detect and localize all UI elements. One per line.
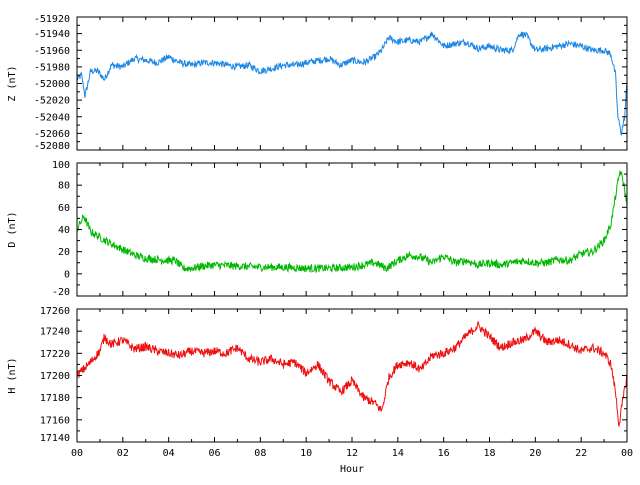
x-tick-label: 06 [208,448,220,459]
y-axis-label-h: H (nT) [7,357,18,393]
x-tick-label: 20 [529,448,541,459]
plot-frame-d [76,162,628,297]
x-tick-label: 02 [117,448,129,459]
y-tick-label-z: -52020 [34,96,70,107]
x-tick-label: 10 [300,448,312,459]
x-tick-label: 00 [71,448,83,459]
y-tick-label-d: 20 [58,247,70,258]
y-tick-label-h: 17220 [40,349,70,360]
series-line-z [76,31,628,136]
y-tick-label-d: 100 [52,160,70,171]
y-tick-label-d: 60 [58,203,70,214]
y-tick-label-h: 17260 [40,306,70,317]
x-tick-label: 22 [575,448,587,459]
series-line-d [76,170,628,274]
y-tick-label-d: 80 [58,181,70,192]
y-tick-label-h: 17240 [40,327,70,338]
series-line-h [76,320,628,428]
x-tick-label: 08 [254,448,266,459]
y-tick-label-z: -52060 [34,129,70,140]
y-tick-label-z: -51940 [34,29,70,40]
y-tick-label-z: -51980 [34,62,70,73]
y-tick-label-z: -51920 [34,14,70,25]
x-axis-label: Hour [340,464,364,475]
plot-frame-z [76,16,628,151]
y-tick-label-z: -52080 [34,141,70,152]
x-tick-label: 04 [163,448,175,459]
y-tick-label-d: 0 [64,269,70,280]
y-tick-label-z: -52040 [34,112,70,123]
x-tick-label: 18 [483,448,495,459]
y-tick-label-h: 17160 [40,415,70,426]
y-axis-label-d: D (nT) [7,211,18,247]
y-axis-label-z: Z (nT) [7,65,18,101]
x-tick-label: 00 [621,448,633,459]
x-tick-label: 12 [346,448,358,459]
x-tick-label: 14 [392,448,404,459]
y-tick-label-h: 17180 [40,393,70,404]
y-tick-label-z: -52000 [34,79,70,90]
x-tick-label: 16 [438,448,450,459]
plot-frame-h [76,308,628,443]
y-tick-label-d: 40 [58,225,70,236]
y-tick-label-h: 17140 [40,433,70,444]
y-tick-label-h: 17200 [40,371,70,382]
y-tick-label-d: -20 [52,287,70,298]
y-tick-label-z: -51960 [34,46,70,57]
